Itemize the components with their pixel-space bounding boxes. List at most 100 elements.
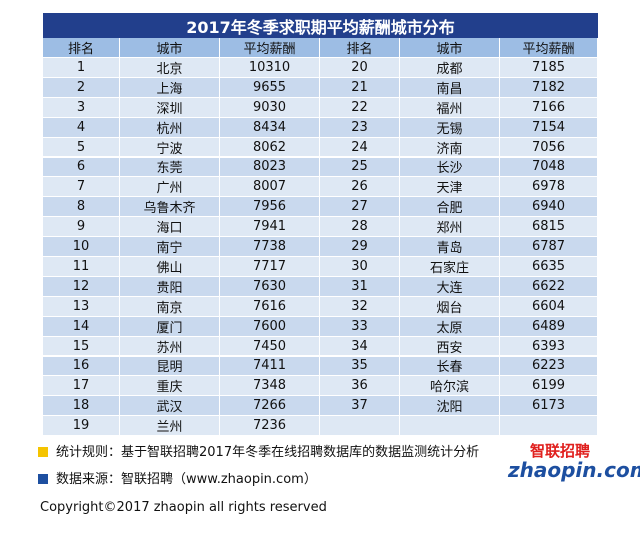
header-cell: 排名 xyxy=(320,38,400,58)
header-cell: 城市 xyxy=(120,38,220,58)
table-cell: 青岛 xyxy=(400,237,500,257)
table-title: 2017年冬季求职期平均薪酬城市分布 xyxy=(43,13,598,38)
table-cell: 长沙 xyxy=(400,157,500,178)
table-cell: 杭州 xyxy=(120,117,220,138)
table-cell: 南宁 xyxy=(120,237,220,257)
table-cell: 16 xyxy=(43,356,120,377)
table-cell: 成都 xyxy=(400,58,500,78)
table-cell: 重庆 xyxy=(120,376,220,397)
table-cell: 贵阳 xyxy=(120,276,220,297)
table-cell: 7154 xyxy=(500,117,598,138)
table-cell: 31 xyxy=(320,276,400,297)
table-cell: 7600 xyxy=(220,316,320,337)
table-cell: 深圳 xyxy=(120,97,220,118)
table-cell: 7 xyxy=(43,177,120,198)
table-cell: 37 xyxy=(320,396,400,417)
table-cell: 8023 xyxy=(220,157,320,178)
note: 数据来源：智联招聘（www.zhaopin.com） xyxy=(56,472,317,487)
table-cell: 3 xyxy=(43,97,120,118)
table-cell: 7182 xyxy=(500,77,598,98)
table-cell: 烟台 xyxy=(400,296,500,317)
table-cell: 30 xyxy=(320,257,400,277)
table-cell: 6815 xyxy=(500,217,598,238)
table-cell: 佛山 xyxy=(120,257,220,277)
note: 统计规则：基于智联招聘2017年冬季在线招聘数据库的数据监测统计分析 xyxy=(56,445,480,460)
table-cell: 7236 xyxy=(220,416,320,437)
table-cell: 7048 xyxy=(500,157,598,178)
table-cell: 大连 xyxy=(400,276,500,297)
table-cell: 南京 xyxy=(120,296,220,317)
table-cell: 6978 xyxy=(500,177,598,198)
table-cell: 20 xyxy=(320,58,400,78)
table-cell xyxy=(400,416,500,437)
table-cell: 2 xyxy=(43,77,120,98)
table-cell: 南昌 xyxy=(400,77,500,98)
table-cell: 8434 xyxy=(220,117,320,138)
table-cell: 24 xyxy=(320,137,400,158)
table-cell: 15 xyxy=(43,336,120,357)
table-cell: 无锡 xyxy=(400,117,500,138)
logo-cn: 智联招聘 xyxy=(530,442,591,460)
table-cell: 6223 xyxy=(500,356,598,377)
table-cell: 7166 xyxy=(500,97,598,118)
table-cell: 昆明 xyxy=(120,356,220,377)
table-cell: 18 xyxy=(43,396,120,417)
table-cell: 9030 xyxy=(220,97,320,118)
table-cell: 26 xyxy=(320,177,400,198)
bullet xyxy=(38,447,48,457)
table-cell: 6787 xyxy=(500,237,598,257)
table-cell: 武汉 xyxy=(120,396,220,417)
table-cell: 7717 xyxy=(220,257,320,277)
table-cell: 太原 xyxy=(400,316,500,337)
table-cell: 7956 xyxy=(220,197,320,218)
table-cell: 苏州 xyxy=(120,336,220,357)
table-cell: 14 xyxy=(43,316,120,337)
table-cell: 西安 xyxy=(400,336,500,357)
table-cell: 7941 xyxy=(220,217,320,238)
header-cell: 城市 xyxy=(400,38,500,58)
table-cell: 8062 xyxy=(220,137,320,158)
table-cell: 乌鲁木齐 xyxy=(120,197,220,218)
table-cell: 7348 xyxy=(220,376,320,397)
table-cell: 6635 xyxy=(500,257,598,277)
table-cell: 6489 xyxy=(500,316,598,337)
table-cell: 10310 xyxy=(220,58,320,78)
table-cell: 5 xyxy=(43,137,120,158)
table-cell: 11 xyxy=(43,257,120,277)
table-cell: 7630 xyxy=(220,276,320,297)
table-cell: 济南 xyxy=(400,137,500,158)
table-cell: 6199 xyxy=(500,376,598,397)
table-cell: 合肥 xyxy=(400,197,500,218)
table-cell: 22 xyxy=(320,97,400,118)
table-cell: 7411 xyxy=(220,356,320,377)
table-cell xyxy=(500,416,598,437)
table-cell: 25 xyxy=(320,157,400,178)
table-cell: 29 xyxy=(320,237,400,257)
logo-en: zhaopin.com xyxy=(508,458,640,482)
table-cell: 12 xyxy=(43,276,120,297)
table-cell: 天津 xyxy=(400,177,500,198)
table-cell: 35 xyxy=(320,356,400,377)
table-cell: 6173 xyxy=(500,396,598,417)
table-cell: 6604 xyxy=(500,296,598,317)
table-cell: 23 xyxy=(320,117,400,138)
table-cell: 7266 xyxy=(220,396,320,417)
table-cell: 6622 xyxy=(500,276,598,297)
table-cell: 10 xyxy=(43,237,120,257)
table-cell: 福州 xyxy=(400,97,500,118)
table-cell: 32 xyxy=(320,296,400,317)
table-cell: 6940 xyxy=(500,197,598,218)
copyright: Copyright©2017 zhaopin all rights reserv… xyxy=(40,500,327,515)
table-cell: 6393 xyxy=(500,336,598,357)
table-cell: 34 xyxy=(320,336,400,357)
table-cell: 长春 xyxy=(400,356,500,377)
table-cell: 19 xyxy=(43,416,120,437)
table-cell: 6 xyxy=(43,157,120,178)
header-cell: 平均薪酬 xyxy=(220,38,320,58)
table-cell: 13 xyxy=(43,296,120,317)
table-cell xyxy=(320,416,400,437)
table-cell: 北京 xyxy=(120,58,220,78)
table-cell: 哈尔滨 xyxy=(400,376,500,397)
table-cell: 9 xyxy=(43,217,120,238)
